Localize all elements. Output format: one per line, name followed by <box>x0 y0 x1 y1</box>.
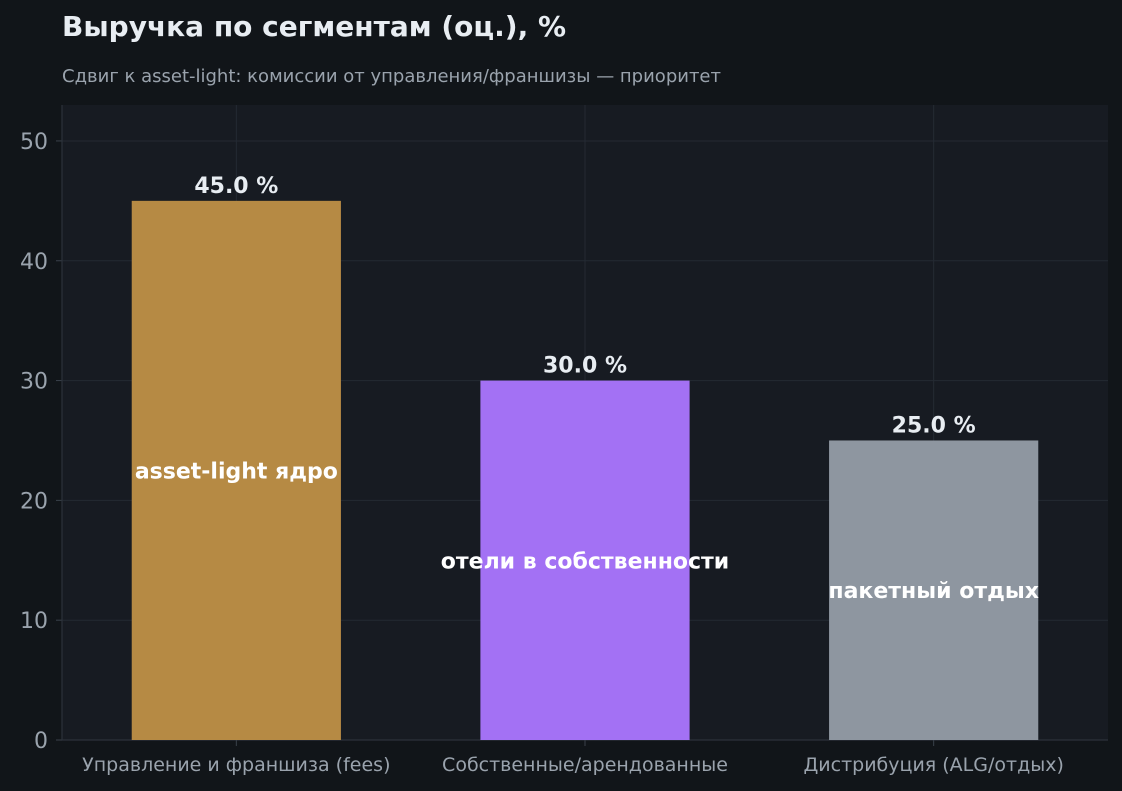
bar-value-label: 25.0 % <box>892 413 976 438</box>
chart-subtitle: Сдвиг к asset-light: комиссии от управле… <box>62 66 721 87</box>
y-tick-label: 40 <box>20 250 48 275</box>
y-tick-label: 50 <box>20 130 48 155</box>
y-tick-label: 0 <box>34 729 48 754</box>
y-tick-label: 10 <box>20 609 48 634</box>
x-tick-label: Собственные/арендованные <box>442 754 728 776</box>
y-tick-label: 20 <box>20 489 48 514</box>
bar <box>829 440 1039 740</box>
bar-annotation: пакетный отдых <box>828 579 1039 604</box>
bar <box>131 200 341 740</box>
bar-annotation: asset-light ядро <box>135 459 338 484</box>
y-tick-label: 30 <box>20 370 48 395</box>
bar-annotation: отели в собственности <box>441 549 729 574</box>
x-tick-label: Управление и франшиза (fees) <box>82 754 390 776</box>
chart-title: Выручка по сегментам (оц.), % <box>62 10 567 43</box>
bar-value-label: 30.0 % <box>543 354 627 379</box>
bar-value-label: 45.0 % <box>194 174 278 199</box>
bar <box>480 380 690 740</box>
x-tick-label: Дистрибуция (ALG/отдых) <box>803 754 1063 776</box>
